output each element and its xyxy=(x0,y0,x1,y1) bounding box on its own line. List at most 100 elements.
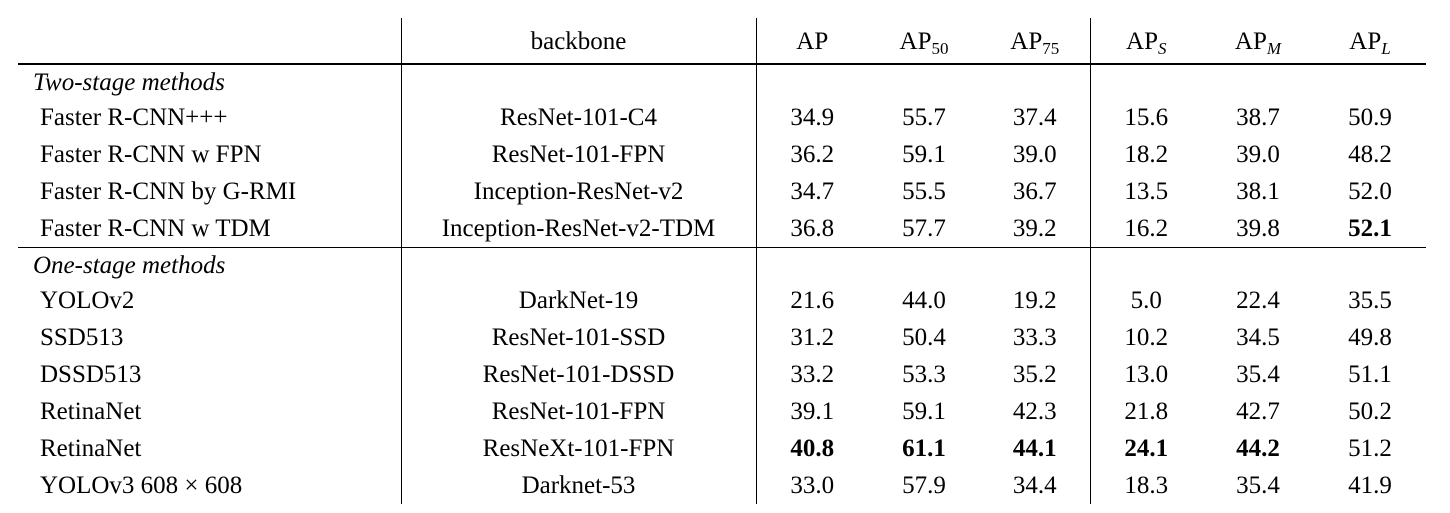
ap-cell: 40.8 xyxy=(755,430,868,467)
group-empty-cell xyxy=(1089,64,1202,99)
group-empty-cell xyxy=(755,247,868,282)
table-row: YOLOv3 608 × 608 Darknet-53 33.0 57.9 34.4 18… xyxy=(18,467,1426,504)
group-empty-cell xyxy=(980,248,1090,283)
ap50-cell: 59.1 xyxy=(902,398,946,425)
ap-cell: 39.1 xyxy=(755,393,868,430)
ap50-cell: 50.4 xyxy=(902,324,946,351)
table-row: DSSD513 ResNet-101-DSSD 33.2 53.3 35.2 13.0 35… xyxy=(18,356,1426,393)
ap75-cell: 36.7 xyxy=(1012,178,1057,205)
aps-cell: 5.0 xyxy=(1089,282,1202,319)
method-cell: Faster R-CNN w TDM xyxy=(18,210,401,248)
apm-cell: 38.1 xyxy=(1236,178,1280,205)
ap50-cell: 61.1 xyxy=(902,435,946,462)
method-cell: RetinaNet xyxy=(40,398,142,425)
method-cell: YOLOv3 608 × 608 xyxy=(40,472,243,499)
ap-cell: 36.2 xyxy=(755,136,868,173)
apl-cell: 51.1 xyxy=(1348,361,1392,388)
group-empty-cell xyxy=(1089,247,1202,282)
group-empty-cell xyxy=(400,64,756,99)
apm-cell: 39.0 xyxy=(1236,141,1280,168)
header-ap75: AP75 xyxy=(980,18,1090,64)
ap50-cell: 55.5 xyxy=(902,178,946,205)
header-ap50: AP50 xyxy=(868,18,980,64)
header-row: backbone AP AP50 AP75 APS APM APL xyxy=(18,18,1426,64)
backbone-cell: ResNet-101-SSD xyxy=(400,319,756,356)
apm-cell: 38.7 xyxy=(1236,104,1280,131)
apl-cell: 52.0 xyxy=(1348,178,1392,205)
group-label: One-stage methods xyxy=(33,251,226,279)
ap-cell: 36.8 xyxy=(755,210,868,248)
header-apm-base: AP xyxy=(1234,28,1267,55)
backbone-cell: ResNeXt-101-FPN xyxy=(400,430,756,467)
table-row: YOLOv2 DarkNet-19 21.6 44.0 19.2 5.0 22.4 35.5 xyxy=(18,282,1426,319)
header-apl: APL xyxy=(1314,18,1426,64)
group-empty-cell xyxy=(1314,64,1426,99)
ap75-cell: 35.2 xyxy=(1012,361,1057,388)
ap50-cell: 55.7 xyxy=(902,104,946,131)
group-empty-cell xyxy=(980,64,1090,99)
group-empty-cell xyxy=(755,64,868,99)
aps-cell: 15.6 xyxy=(1089,99,1202,136)
ap50-cell: 59.1 xyxy=(902,141,946,168)
backbone-cell: Inception-ResNet-v2 xyxy=(400,173,756,210)
group-empty-cell xyxy=(1314,248,1426,283)
header-apm: APM xyxy=(1202,18,1314,64)
apl-cell: 48.2 xyxy=(1348,141,1392,168)
ap-cell: 33.0 xyxy=(755,467,868,504)
header-ap75-base: AP xyxy=(1010,28,1043,55)
ap75-cell: 19.2 xyxy=(1012,287,1057,314)
backbone-cell: Darknet-53 xyxy=(400,467,756,504)
apl-cell: 49.8 xyxy=(1348,324,1392,351)
aps-cell: 21.8 xyxy=(1089,393,1202,430)
ap75-cell: 37.4 xyxy=(1012,104,1057,131)
table-row: Faster R-CNN w TDM Inception-ResNet-v2-TD… xyxy=(18,210,1426,248)
header-ap50-base: AP xyxy=(899,28,932,55)
header-ap: AP xyxy=(755,18,868,64)
apm-cell: 35.4 xyxy=(1236,472,1280,499)
ap75-cell: 39.0 xyxy=(1012,141,1057,168)
method-cell: SSD513 xyxy=(40,324,124,351)
method-cell: Faster R-CNN by G-RMI xyxy=(40,178,297,205)
apm-cell: 22.4 xyxy=(1236,287,1280,314)
ap50-cell: 44.0 xyxy=(902,287,946,314)
ap-cell: 21.6 xyxy=(755,282,868,319)
group-row: One-stage methods xyxy=(18,247,1426,283)
ap-cell: 31.2 xyxy=(755,319,868,356)
header-aps: APS xyxy=(1089,18,1202,64)
method-cell: DSSD513 xyxy=(40,361,142,388)
header-apl-base: AP xyxy=(1349,28,1382,55)
header-apm-sub: M xyxy=(1266,39,1282,58)
apm-cell: 39.8 xyxy=(1202,210,1314,248)
apl-cell: 52.1 xyxy=(1314,210,1426,248)
table-row: RetinaNet ResNeXt-101-FPN 40.8 61.1 44.1 24.1… xyxy=(18,430,1426,467)
table-row: Faster R-CNN by G-RMI Inception-ResNet-v2… xyxy=(18,173,1426,210)
group-empty-cell xyxy=(868,64,980,99)
ap50-cell: 57.7 xyxy=(868,210,980,248)
header-method xyxy=(18,18,401,64)
aps-cell: 13.5 xyxy=(1089,173,1202,210)
ap50-cell: 53.3 xyxy=(902,361,946,388)
apl-cell: 51.2 xyxy=(1348,435,1392,462)
header-ap75-sub: 75 xyxy=(1042,39,1060,58)
ap75-cell: 34.4 xyxy=(1012,472,1057,499)
backbone-cell: ResNet-101-FPN xyxy=(400,393,756,430)
apm-cell: 44.2 xyxy=(1236,435,1280,462)
ap-cell: 34.9 xyxy=(755,99,868,136)
table-row: Faster R-CNN+++ ResNet-101-C4 34.9 55.7 37.4… xyxy=(18,99,1426,136)
aps-cell: 13.0 xyxy=(1089,356,1202,393)
header-apl-sub: L xyxy=(1381,39,1391,58)
method-cell: YOLOv2 xyxy=(40,287,135,314)
ap75-cell: 42.3 xyxy=(1012,398,1057,425)
header-aps-sub: S xyxy=(1157,39,1167,58)
group-empty-cell xyxy=(868,248,980,283)
table-row: SSD513 ResNet-101-SSD 31.2 50.4 33.3 10.2 34.5… xyxy=(18,319,1426,356)
ap-cell: 33.2 xyxy=(755,356,868,393)
group-empty-cell xyxy=(400,247,756,282)
apl-cell: 50.2 xyxy=(1348,398,1392,425)
ap75-cell: 44.1 xyxy=(1012,435,1057,462)
table-row: Faster R-CNN w FPN ResNet-101-FPN 36.2 59.1… xyxy=(18,136,1426,173)
method-cell: Faster R-CNN w FPN xyxy=(40,141,262,168)
backbone-cell: ResNet-101-C4 xyxy=(400,99,756,136)
apl-cell: 50.9 xyxy=(1348,104,1392,131)
aps-cell: 18.3 xyxy=(1089,467,1202,504)
